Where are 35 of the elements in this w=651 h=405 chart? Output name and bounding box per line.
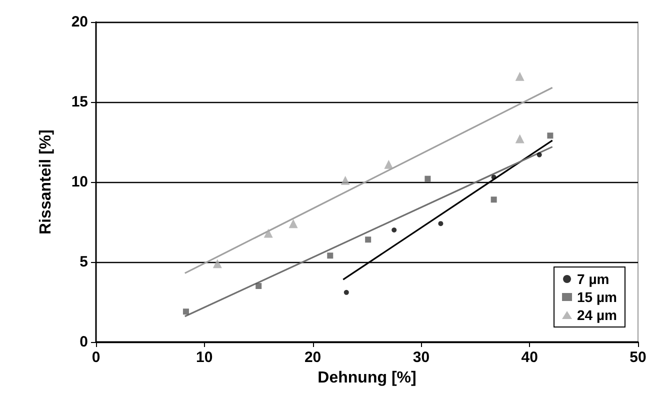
point xyxy=(392,228,397,232)
y-tick-label: 20 xyxy=(71,14,88,30)
point xyxy=(212,259,222,268)
legend-label: 7 µm xyxy=(577,271,610,287)
point xyxy=(490,196,497,203)
point xyxy=(327,252,334,259)
x-axis-title: Dehnung [%] xyxy=(318,369,416,386)
point xyxy=(515,134,524,144)
point xyxy=(256,283,262,289)
point xyxy=(365,236,372,243)
x-tick-label: 10 xyxy=(196,349,213,366)
y-tick-label: 5 xyxy=(80,254,88,270)
point xyxy=(515,72,524,81)
point xyxy=(536,152,542,158)
y-axis-title: Rissanteil [%] xyxy=(38,130,54,234)
point xyxy=(547,132,554,139)
x-tick-label: 50 xyxy=(630,349,646,366)
point xyxy=(491,174,496,180)
x-tick-label: 40 xyxy=(521,349,538,366)
x-tick-label: 30 xyxy=(412,349,430,366)
x-tick-label: 0 xyxy=(92,349,100,366)
legend-label: 24 µm xyxy=(577,307,618,323)
point xyxy=(424,176,431,182)
x-tick-label: 20 xyxy=(304,349,322,366)
legend-label: 15 µm xyxy=(577,289,618,305)
y-tick-label: 10 xyxy=(71,174,88,190)
point xyxy=(438,221,444,226)
point xyxy=(264,228,273,238)
y-tick-label: 15 xyxy=(71,94,88,110)
point xyxy=(384,160,394,169)
point xyxy=(340,176,350,185)
point xyxy=(182,308,189,315)
y-tick-label: 0 xyxy=(80,334,88,350)
point xyxy=(344,290,349,295)
point xyxy=(288,219,298,228)
